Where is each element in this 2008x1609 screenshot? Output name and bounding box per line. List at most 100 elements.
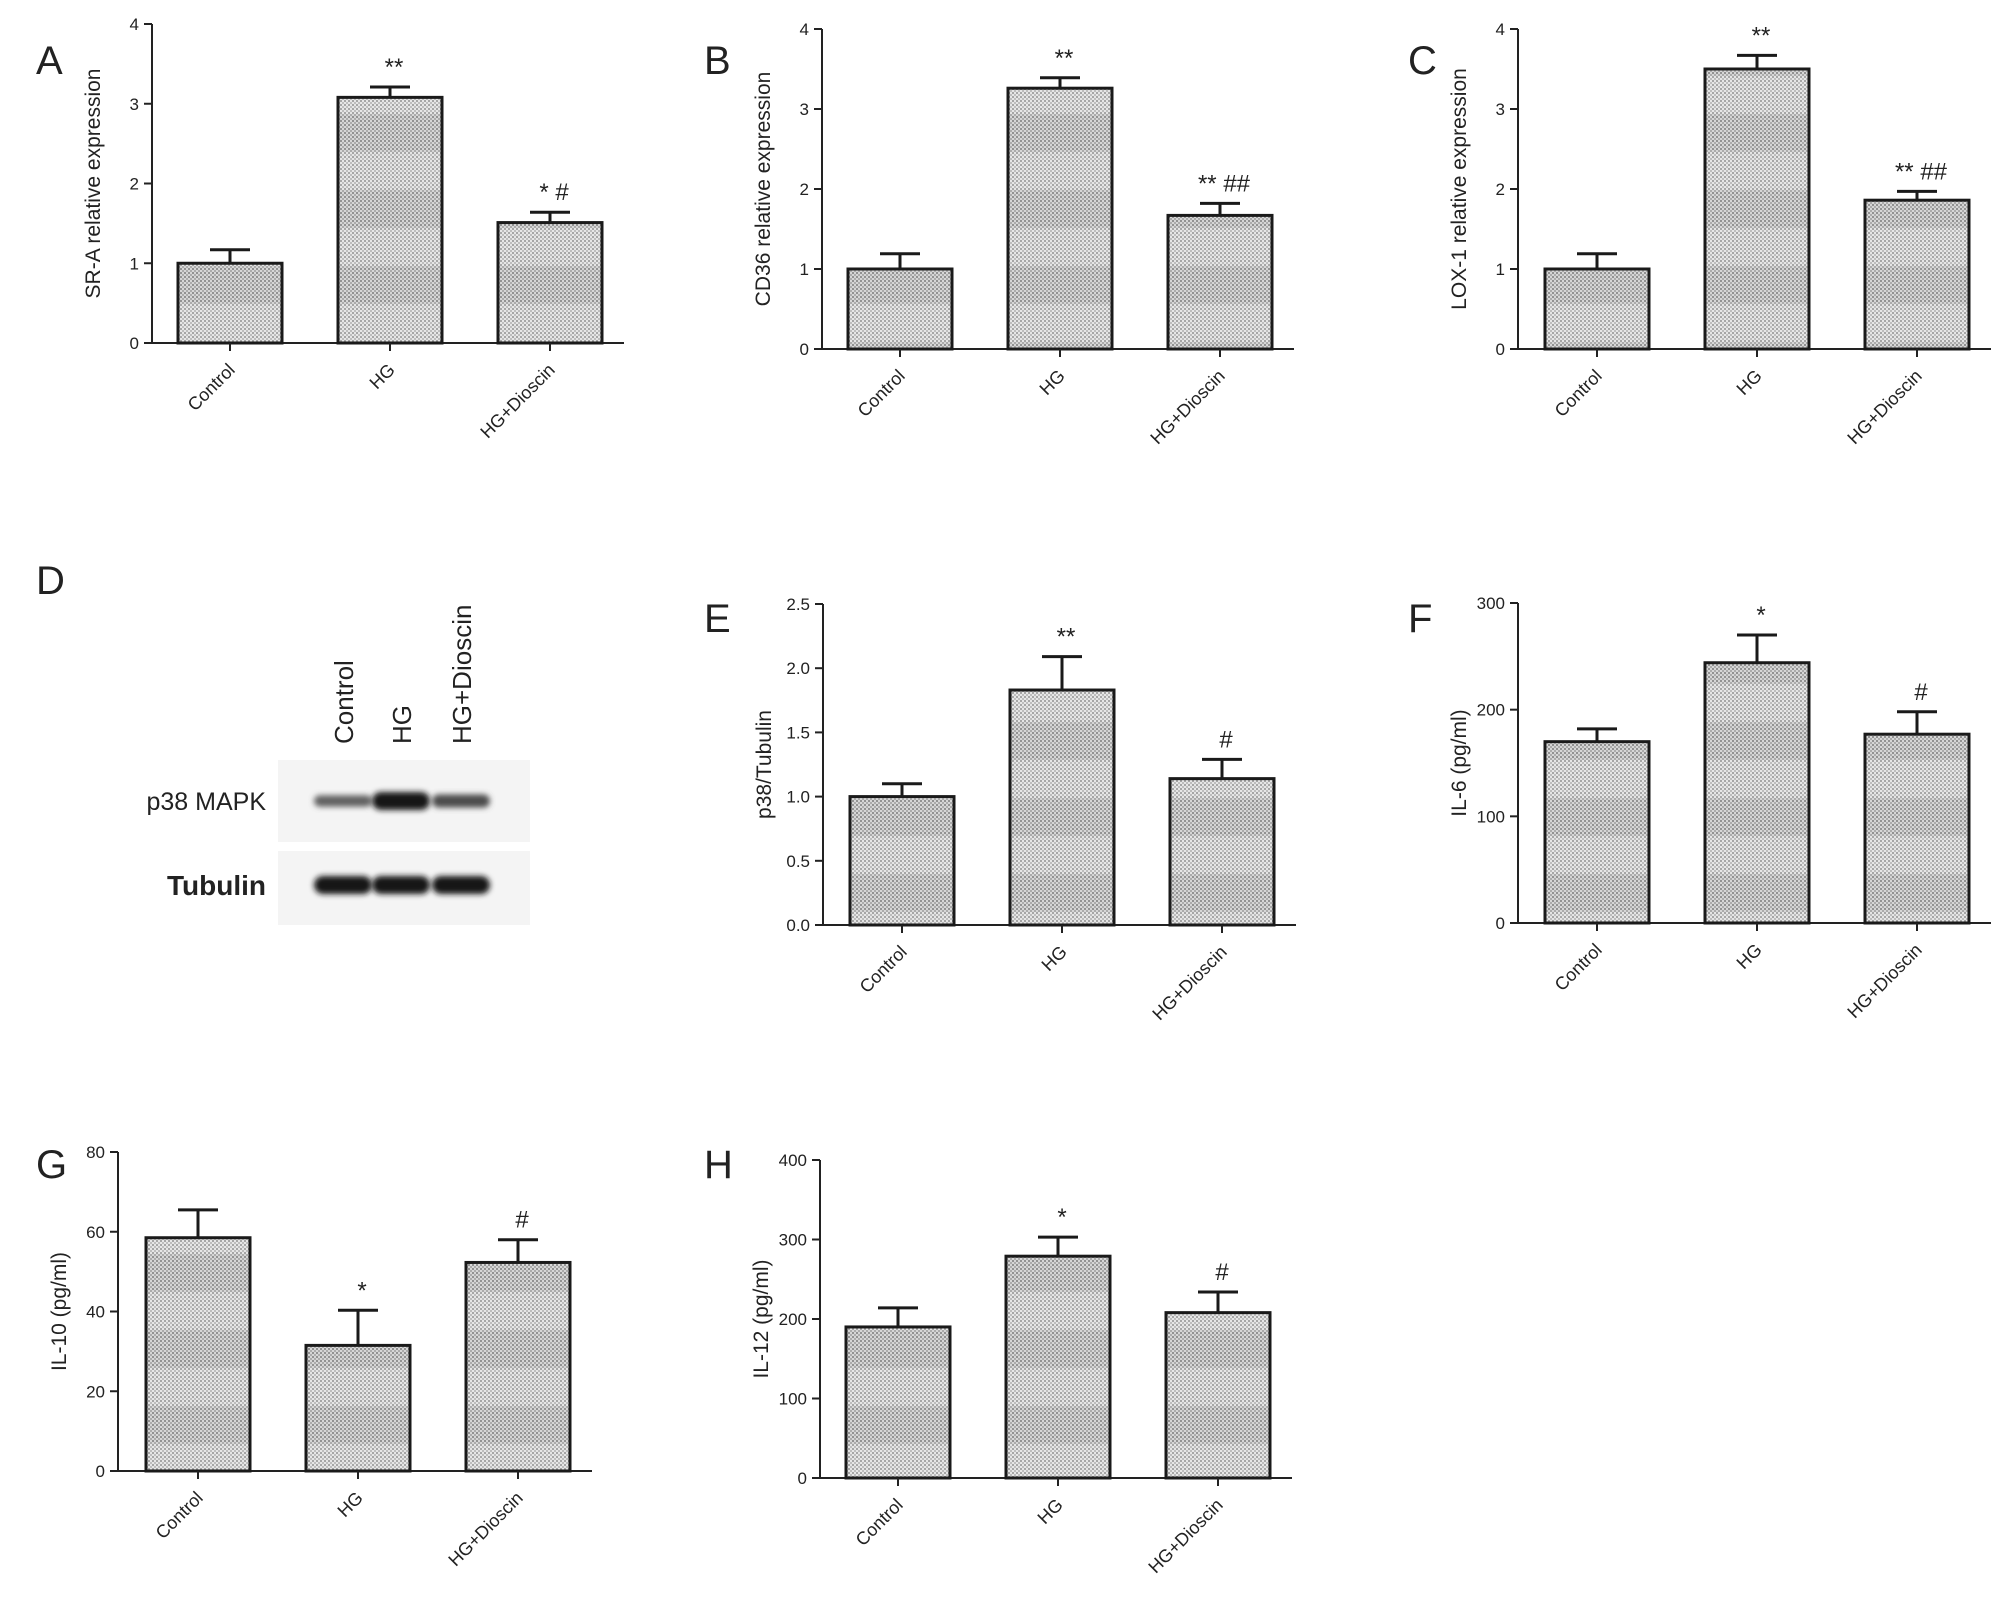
bar-shading-control [852, 798, 952, 923]
blot-row-tubulin: Tubulin [167, 851, 530, 925]
x-category-label: Control [1551, 366, 1606, 421]
x-category-label: HG+Dioscin [1148, 942, 1230, 1024]
y-tick-label: 0 [130, 334, 139, 353]
x-category-label: HG [1036, 366, 1069, 399]
y-tick-label: 2 [130, 175, 139, 194]
significance-marker: * [1756, 602, 1765, 629]
bar-shading-hg-dioscin [1170, 217, 1270, 347]
bar-shading-hg [1707, 71, 1807, 347]
x-category-label: Control [854, 366, 909, 421]
panel-letter-g: G [36, 1143, 67, 1187]
y-tick-label: 100 [1477, 807, 1505, 826]
y-axis-title: CD36 relative expression [752, 72, 775, 307]
bar-shading-hg-dioscin [1168, 1314, 1268, 1476]
y-tick-label: 100 [779, 1390, 807, 1409]
y-axis-title: p38/Tubulin [753, 710, 776, 819]
significance-marker: # [1219, 726, 1233, 753]
y-tick-label: 0 [1496, 340, 1505, 359]
y-axis-title: IL-10 (pg/ml) [48, 1252, 71, 1371]
chart-panel-e: E 0.0 0.5 1.0 1.5 2.0 2.5 p38/Tubulin Control ** H… [704, 595, 1296, 1024]
y-tick-label: 0 [798, 1469, 807, 1488]
y-tick-label: 20 [86, 1382, 105, 1401]
panel-letter-f: F [1408, 597, 1432, 641]
y-tick-label: 0.0 [786, 916, 810, 935]
significance-marker: * [357, 1277, 366, 1304]
blot-lane-label-hg-dioscin: HG+Dioscin [447, 605, 477, 744]
blot-band [432, 876, 490, 894]
bar-shading-control [848, 1328, 948, 1476]
chart-panel-a: A 0 1 2 3 4 SR-A relative expression Control ** H… [36, 15, 624, 442]
x-category-label: HG [1034, 1495, 1067, 1528]
y-axis-title: SR-A relative expression [82, 69, 105, 299]
y-tick-label: 4 [130, 15, 139, 34]
bar-shading-hg-dioscin [468, 1264, 568, 1469]
x-category-label: HG+Dioscin [476, 360, 558, 442]
x-category-label: HG [334, 1488, 367, 1521]
chart-panel-g: G 0 20 40 60 80 IL-10 (pg/ml) Control * HG # HG+Dio… [36, 1143, 592, 1570]
y-tick-label: 80 [86, 1143, 105, 1162]
blot-band [314, 876, 372, 894]
y-tick-label: 400 [779, 1151, 807, 1170]
y-tick-label: 1 [1496, 260, 1505, 279]
bar-shading-hg [308, 1347, 408, 1469]
y-tick-label: 2.0 [786, 659, 810, 678]
blot-band [372, 876, 430, 894]
y-axis-title: LOX-1 relative expression [1448, 68, 1471, 310]
y-tick-label: 2 [1496, 180, 1505, 199]
bar-shading-control [1547, 743, 1647, 921]
chart-panel-f: F 0 100 200 300 IL-6 (pg/ml) Control * HG # HG+Dio… [1408, 594, 1991, 1022]
y-tick-label: 1.0 [786, 788, 810, 807]
x-category-label: Control [852, 1495, 907, 1550]
bar-shading-hg-dioscin [1867, 202, 1967, 347]
x-category-label: Control [856, 942, 911, 997]
y-tick-label: 3 [800, 100, 809, 119]
y-tick-label: 3 [130, 95, 139, 114]
x-category-label: HG+Dioscin [444, 1488, 526, 1570]
y-tick-label: 300 [779, 1231, 807, 1250]
blot-row-label: p38 MAPK [146, 788, 266, 816]
bar-shading-control [180, 265, 280, 341]
significance-marker: # [515, 1207, 529, 1234]
y-tick-label: 1 [800, 260, 809, 279]
western-blot-panel-D: D Control HG HG+Dioscin p38 MAPK Tubulin [36, 559, 530, 925]
y-tick-label: 3 [1496, 100, 1505, 119]
y-tick-label: 0 [800, 340, 809, 359]
x-category-label: HG+Dioscin [1146, 366, 1228, 448]
y-tick-label: 1 [130, 254, 139, 273]
y-tick-label: 200 [779, 1310, 807, 1329]
significance-marker: ** ## [1198, 170, 1251, 197]
x-category-label: Control [152, 1488, 207, 1543]
chart-panel-h: H 0 100 200 300 400 IL-12 (pg/ml) Control * HG # HG… [704, 1143, 1292, 1577]
bar-shading-hg [1010, 90, 1110, 347]
y-tick-label: 0 [1496, 914, 1505, 933]
y-tick-label: 60 [86, 1223, 105, 1242]
x-category-label: Control [1551, 940, 1606, 995]
x-category-label: HG [1038, 942, 1071, 975]
significance-marker: # [1215, 1259, 1229, 1286]
x-category-label: Control [184, 360, 239, 415]
panel-letter-d: D [36, 559, 65, 603]
significance-marker: ** ## [1895, 158, 1948, 185]
blot-lane-label-control: Control [329, 660, 359, 744]
x-category-label: HG+Dioscin [1843, 940, 1925, 1022]
panel-letter-b: B [704, 39, 731, 83]
panel-letter-e: E [704, 597, 731, 641]
blot-row-label: Tubulin [167, 870, 266, 901]
y-tick-label: 1.5 [786, 723, 810, 742]
y-tick-label: 0.5 [786, 852, 810, 871]
blot-band [314, 795, 372, 807]
significance-marker: * [1057, 1204, 1066, 1231]
y-tick-label: 2 [800, 180, 809, 199]
significance-marker: # [1914, 679, 1928, 706]
y-tick-label: 300 [1477, 594, 1505, 613]
significance-marker: ** [1057, 624, 1076, 651]
bar-shading-control [850, 271, 950, 347]
bar-shading-control [1547, 271, 1647, 347]
y-tick-label: 4 [1496, 20, 1505, 39]
chart-panel-b: B 0 1 2 3 4 CD36 relative expression Control ** H… [704, 20, 1294, 448]
chart-panel-c: C 0 1 2 3 4 LOX-1 relative expression Control **… [1408, 20, 1991, 448]
bar-shading-hg [1008, 1258, 1108, 1476]
x-category-label: HG [1733, 940, 1766, 973]
significance-marker: ** [385, 54, 404, 81]
significance-marker: * # [539, 179, 569, 206]
